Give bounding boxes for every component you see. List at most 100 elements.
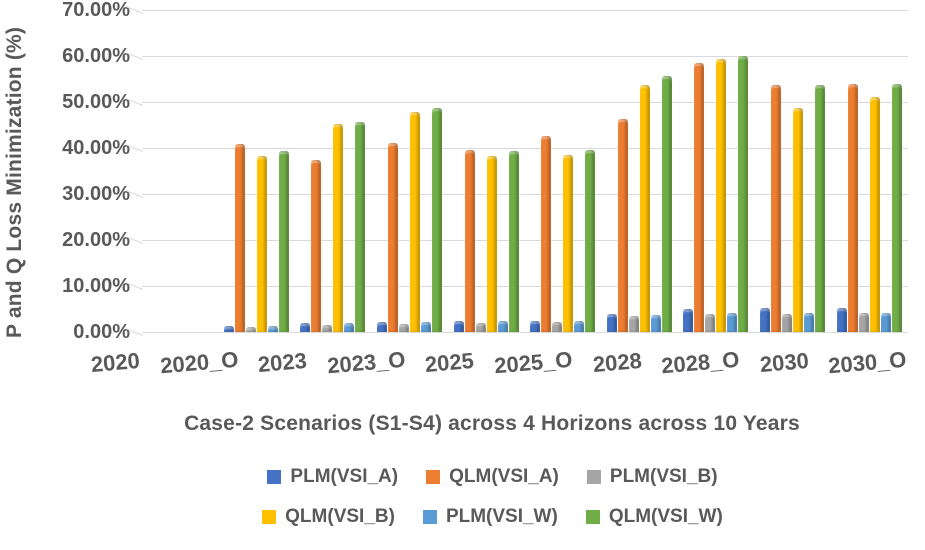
bar-plm-vsi-a-2028_O [683,309,694,332]
bar-qlm-vsi-b-2028 [639,84,650,332]
bar-qlm-vsi-a-2025_O [541,135,552,332]
y-tick-label: 30.00% [62,183,130,205]
legend-item: QLM(VSI_W) [585,506,723,528]
legend-row: PLM(VSI_A) QLM(VSI_A) PLM(VSI_B) [60,466,925,488]
legend-row: QLM(VSI_B) PLM(VSI_W) QLM(VSI_W) [60,506,925,528]
bar-group-2025_O [525,10,602,332]
gridline [142,102,908,103]
bar-qlm-vsi-b-2030 [793,107,804,332]
bar-qlm-vsi-b-2020_O [256,155,267,332]
y-tick-label: 10.00% [62,275,130,297]
bar-qlm-vsi-w-2023_O [432,107,443,332]
bar-plm-vsi-w-2020_O [267,326,278,332]
bar-plm-vsi-w-2030 [804,312,815,332]
bar-plm-vsi-a-2025_O [530,320,541,332]
bar-group-2025 [448,10,525,332]
x-category-label: 2028_O [660,346,741,379]
x-category-label: 2023 [257,347,308,378]
bar-qlm-vsi-w-2030 [815,84,826,332]
y-tick-label: 60.00% [62,45,130,67]
bar-plm-vsi-b-2023 [322,325,333,332]
legend-swatch-icon [267,470,282,484]
legend-item: PLM(VSI_A) [267,466,398,488]
x-category-label: 2030_O [827,346,908,379]
bar-plm-vsi-a-2030_O [836,308,847,332]
y-tick-label: 20.00% [62,229,130,251]
bar-plm-vsi-b-2028 [628,316,639,332]
bar-plm-vsi-b-2020_O [245,327,256,332]
bar-plm-vsi-w-2023_O [421,322,432,332]
gridline [142,56,908,57]
bar-qlm-vsi-b-2028_O [716,58,727,332]
x-axis-title: Case-2 Scenarios (S1-S4) across 4 Horizo… [184,412,800,435]
bar-plm-vsi-a-2023_O [377,321,388,332]
legend-swatch-icon [262,510,277,524]
legend-label: QLM(VSI_B) [285,506,395,527]
bar-qlm-vsi-a-2030_O [847,83,858,332]
bar-plm-vsi-b-2030_O [858,313,869,332]
bar-plm-vsi-b-2025_O [552,322,563,332]
legend-label: QLM(VSI_A) [449,466,559,487]
legend-item: PLM(VSI_B) [586,466,718,488]
bar-group-2028_O [678,10,755,332]
y-axis-tick-labels: 70.00% 60.00% 50.00% 40.00% 30.00% 20.00% 10.0… [0,0,130,360]
legend-item: QLM(VSI_A) [426,466,559,488]
plot-area [142,10,908,333]
legend-label: QLM(VSI_W) [608,506,723,527]
bar-group-2023_O [372,10,449,332]
x-category-label: 2020_O [158,346,239,379]
legend-label: PLM(VSI_A) [290,466,399,487]
bar-plm-vsi-b-2028_O [705,313,716,332]
bar-plm-vsi-a-2023 [300,323,311,332]
bar-plm-vsi-w-2025 [497,321,508,332]
x-category-label: 2028 [591,347,643,378]
legend-swatch-icon [586,470,601,484]
bar-qlm-vsi-w-2028_O [738,56,749,332]
bar-group-2030 [755,10,832,332]
bar-qlm-vsi-b-2025_O [563,154,574,332]
bar-qlm-vsi-a-2028_O [694,62,705,332]
bar-group-2023 [295,10,372,332]
legend-item: QLM(VSI_B) [262,506,395,528]
bar-qlm-vsi-w-2025 [508,151,519,332]
x-axis-category-labels: 2020 2020_O 2023 2023_O 2025 2025_O 2028 2028_O… [74,347,910,386]
gridline [142,148,908,149]
bar-plm-vsi-w-2025_O [574,321,585,332]
bar-qlm-vsi-a-2023 [311,160,322,332]
bar-plm-vsi-w-2028 [650,315,661,332]
y-tick-label: 40.00% [62,137,130,159]
legend-label: PLM(VSI_W) [445,506,558,527]
bar-qlm-vsi-b-2023_O [410,112,421,332]
legend-item: PLM(VSI_W) [422,506,558,528]
bar-plm-vsi-b-2030 [782,313,793,332]
x-category-label: 2030 [758,347,810,378]
bar-plm-vsi-w-2023 [344,323,355,332]
legend-swatch-icon [426,470,441,484]
bar-qlm-vsi-w-2023 [355,121,366,332]
legend: PLM(VSI_A) QLM(VSI_A) PLM(VSI_B) QLM(VSI_B)… [60,466,925,546]
y-tick-label: 70.00% [62,0,130,21]
gridline [142,194,908,195]
gridline [142,10,908,11]
bar-qlm-vsi-a-2023_O [388,143,399,332]
bar-qlm-vsi-a-2025 [464,150,475,332]
y-tick-label: 50.00% [62,91,130,113]
bar-qlm-vsi-a-2028 [617,118,628,332]
y-tick-label: 0.00% [73,321,130,343]
bar-plm-vsi-b-2023_O [399,323,410,332]
bar-qlm-vsi-b-2025 [486,156,497,332]
bar-qlm-vsi-w-2030_O [891,83,902,332]
bar-qlm-vsi-b-2023 [333,124,344,332]
x-category-label: 2025_O [493,346,574,379]
legend-swatch-icon [585,510,600,524]
bar-group-2028 [602,10,679,332]
bar-plm-vsi-w-2030_O [880,312,891,332]
bar-qlm-vsi-a-2030 [771,84,782,332]
bar-group-2020 [142,10,219,332]
gridline [142,240,908,241]
bar-qlm-vsi-b-2030_O [869,97,880,332]
bar-group-2020_O [219,10,296,332]
bar-plm-vsi-a-2025 [453,320,464,332]
legend-label: PLM(VSI_B) [609,466,718,487]
